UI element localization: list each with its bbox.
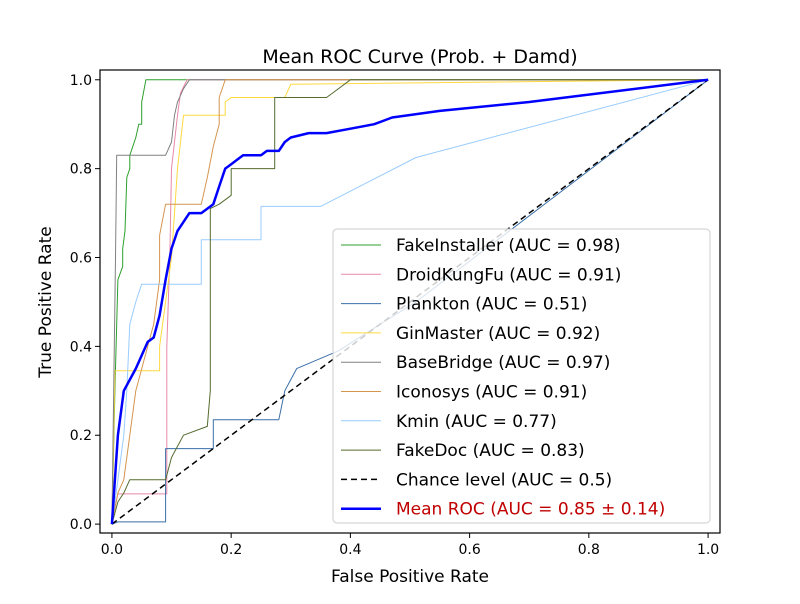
x-tick-label: 0.0 [101, 542, 123, 558]
x-tick-label: 0.6 [458, 542, 480, 558]
legend-label-7: FakeDoc (AUC = 0.83) [396, 441, 585, 461]
legend-label-1: DroidKungFu (AUC = 0.91) [396, 265, 621, 285]
legend-label-9: Mean ROC (AUC = 0.85 ± 0.14) [396, 500, 665, 520]
legend-label-4: BaseBridge (AUC = 0.97) [396, 353, 610, 373]
plot-frame [99, 69, 721, 534]
series-line-0 [111, 79, 709, 525]
legend-box [332, 228, 711, 524]
y-tick-label: 0.4 [70, 339, 92, 355]
y-axis-label: True Positive Rate [36, 226, 56, 378]
legend-label-5: Iconosys (AUC = 0.91) [396, 383, 587, 403]
y-tick-label: 0.8 [70, 162, 92, 178]
legend-label-2: Plankton (AUC = 0.51) [396, 295, 587, 315]
x-tick-label: 0.4 [339, 542, 361, 558]
legend-label-0: FakeInstaller (AUC = 0.98) [396, 236, 620, 256]
series-line-7 [111, 79, 709, 525]
y-tick-label: 1.0 [70, 73, 92, 89]
x-tick-label: 0.8 [578, 542, 600, 558]
legend-label-6: Kmin (AUC = 0.77) [396, 412, 557, 432]
series-line-6 [111, 79, 709, 525]
y-tick-label: 0.0 [70, 517, 92, 533]
legend: FakeInstaller (AUC = 0.98) DroidKungFu (A… [332, 228, 711, 524]
x-tick-label: 1.0 [697, 542, 719, 558]
chart-title: Mean ROC Curve (Prob. + Damd) [262, 46, 577, 68]
axis-ticks: 0.0 0.2 0.4 0.6 0.8 1.0 0.0 0.2 0.4 0.6 0.8 1.0 [70, 73, 719, 558]
series-line-4 [111, 79, 709, 525]
legend-label-3: GinMaster (AUC = 0.92) [396, 324, 600, 344]
x-axis-label: False Positive Rate [331, 567, 489, 587]
series-line-5 [111, 79, 709, 525]
y-tick-label: 0.6 [70, 251, 92, 267]
series-line-3 [111, 79, 709, 525]
y-tick-label: 0.2 [70, 428, 92, 444]
legend-label-8: Chance level (AUC = 0.5) [396, 470, 612, 490]
x-tick-label: 0.2 [220, 542, 242, 558]
series-line-9 [110, 78, 709, 525]
